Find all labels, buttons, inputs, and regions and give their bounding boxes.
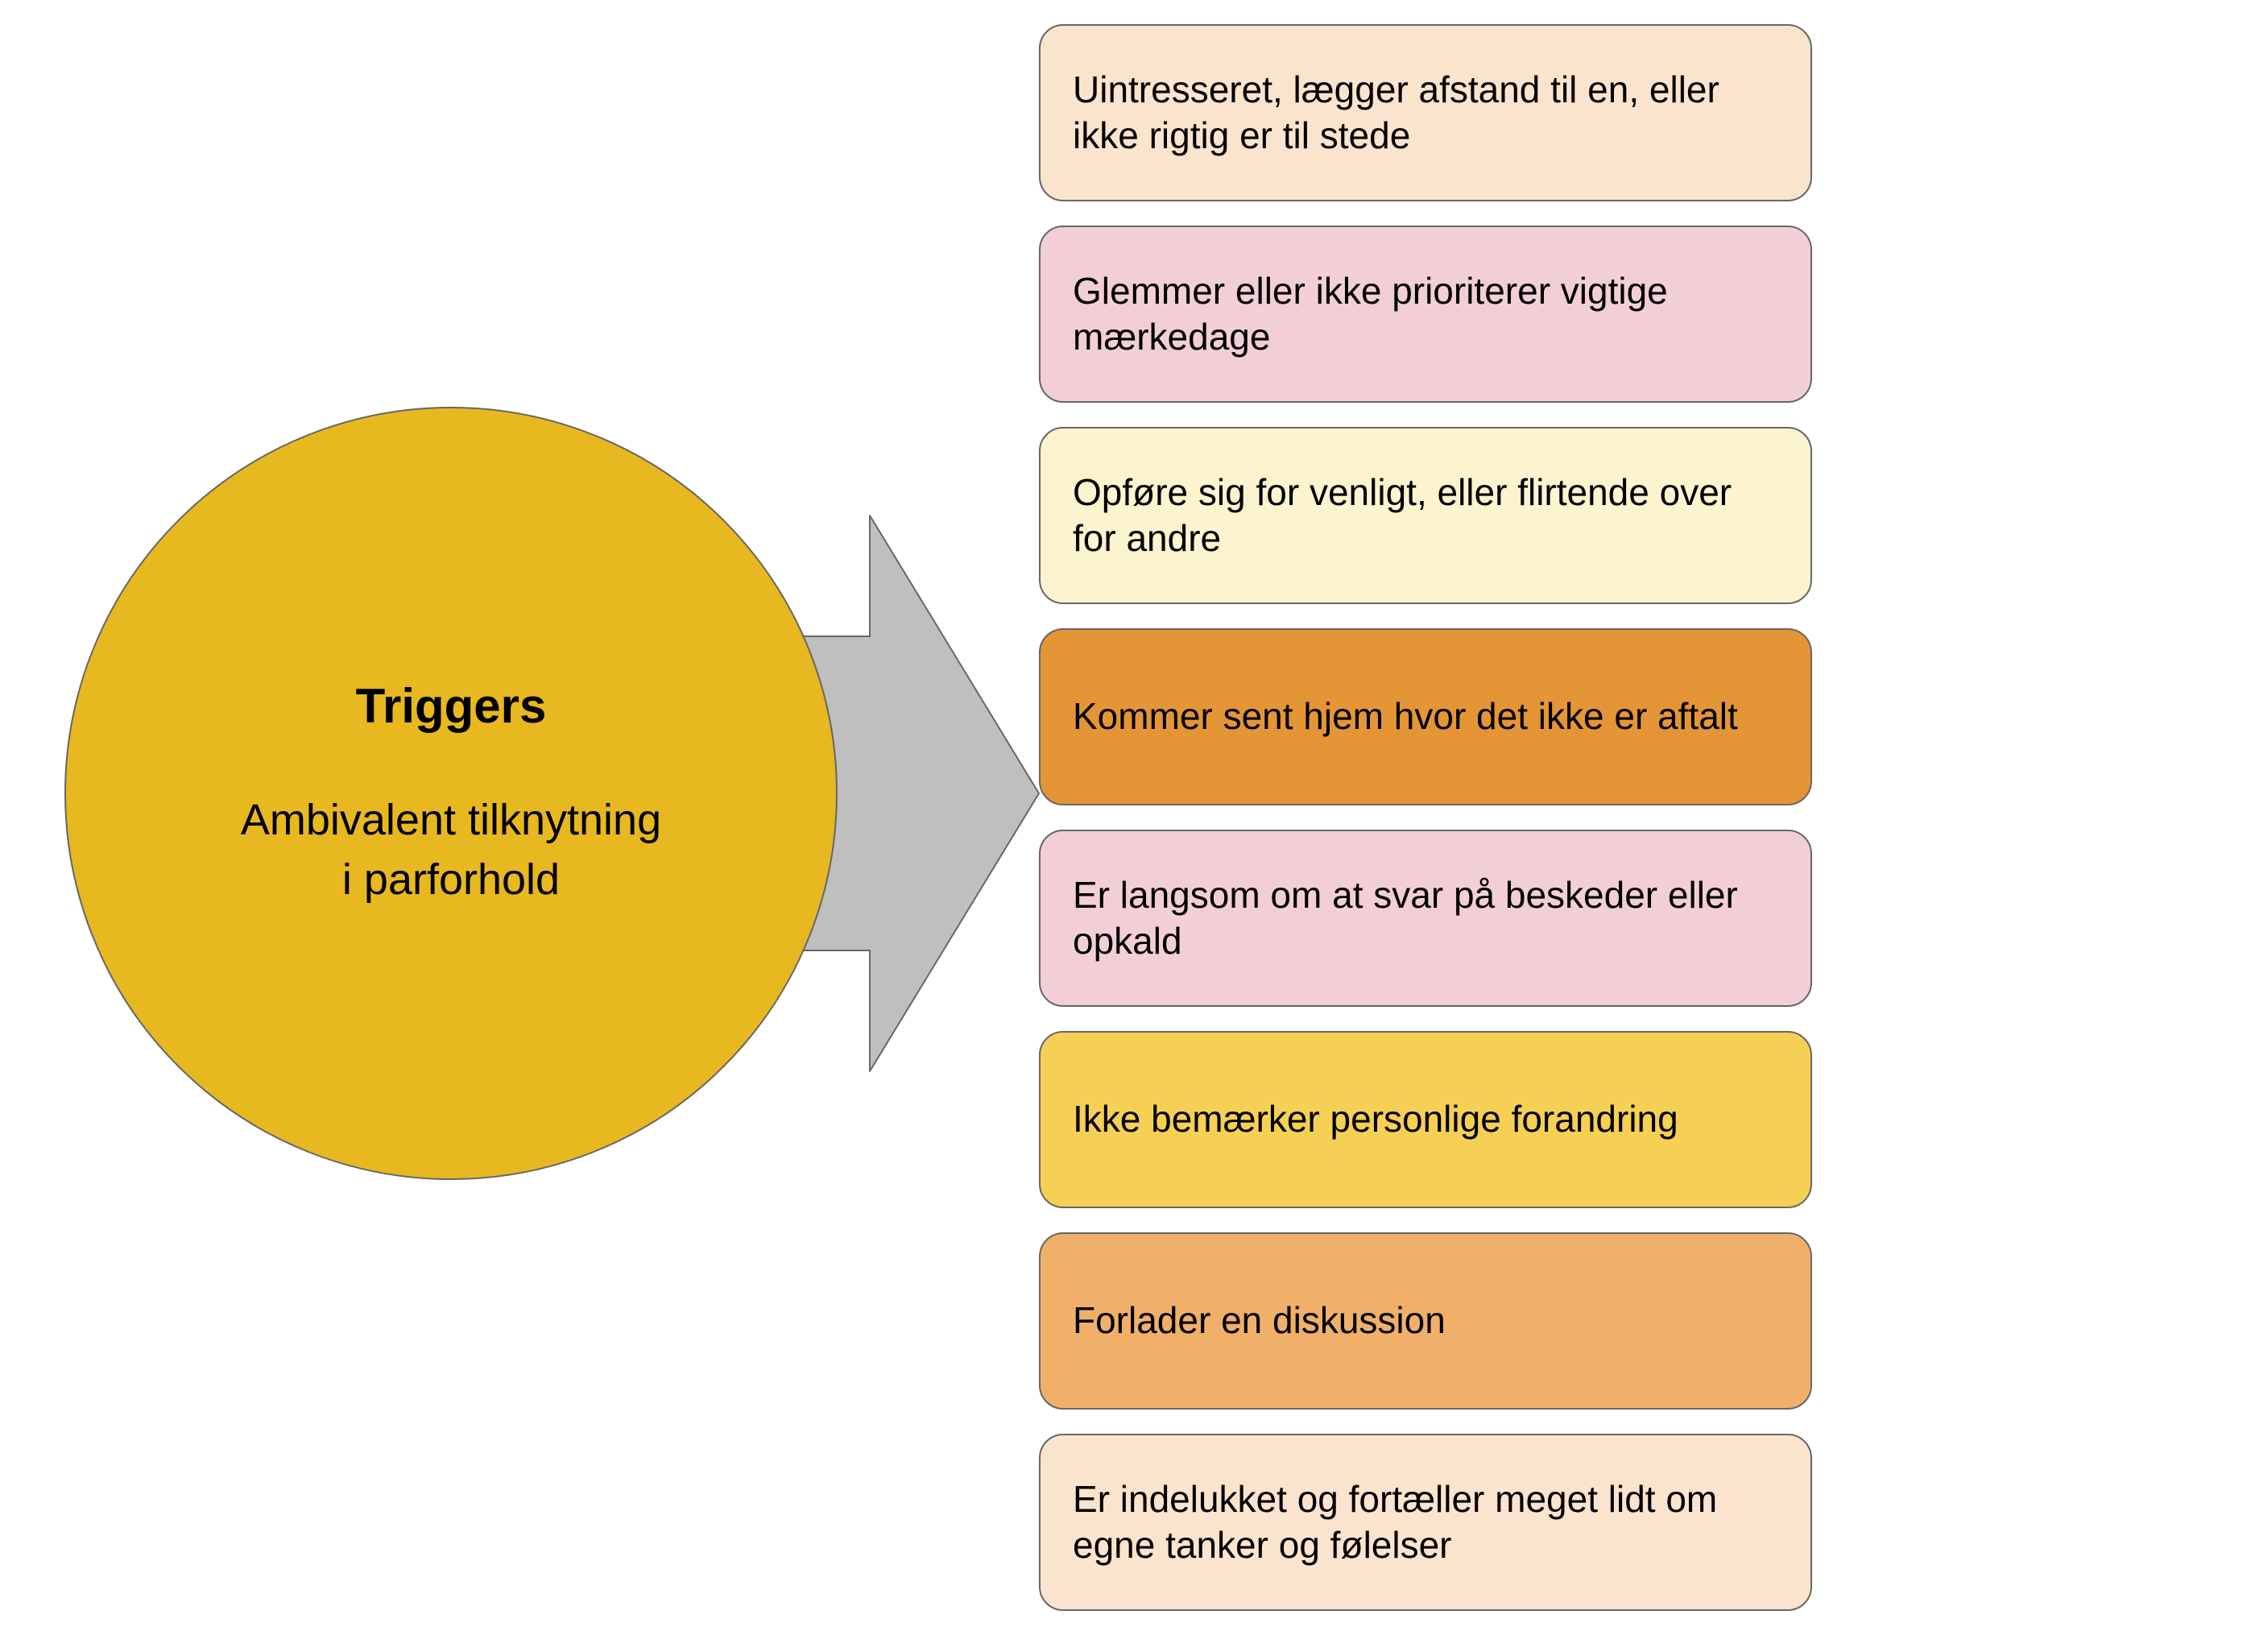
list-item-text: Er langsom om at svar på beskeder eller … <box>1073 872 1778 965</box>
circle-subtitle-line1: Ambivalent tilknytning <box>241 790 661 850</box>
list-item: Er indelukket og fortæller meget lidt om… <box>1039 1434 1812 1611</box>
trigger-list: Uintresseret, lægger afstand til en, ell… <box>1039 24 1812 1611</box>
list-item: Opføre sig for venligt, eller flirtende … <box>1039 427 1812 604</box>
circle-subtitle-line2: i parforhold <box>241 850 661 909</box>
list-item: Kommer sent hjem hvor det ikke er aftalt <box>1039 628 1812 805</box>
list-item: Glemmer eller ikke prioriterer vigtige m… <box>1039 226 1812 403</box>
list-item: Ikke bemærker personlige forandring <box>1039 1031 1812 1208</box>
list-item-text: Glemmer eller ikke prioriterer vigtige m… <box>1073 268 1778 361</box>
list-item: Uintresseret, lægger afstand til en, ell… <box>1039 24 1812 201</box>
list-item-text: Uintresseret, lægger afstand til en, ell… <box>1073 67 1778 159</box>
list-item-text: Ikke bemærker personlige forandring <box>1073 1096 1678 1143</box>
circle-title: Triggers <box>356 678 547 734</box>
circle-subtitle: Ambivalent tilknytning i parforhold <box>241 790 661 909</box>
list-item-text: Kommer sent hjem hvor det ikke er aftalt <box>1073 694 1738 740</box>
list-item-text: Er indelukket og fortæller meget lidt om… <box>1073 1476 1778 1569</box>
list-item: Forlader en diskussion <box>1039 1232 1812 1410</box>
list-item-text: Forlader en diskussion <box>1073 1298 1446 1344</box>
list-item: Er langsom om at svar på beskeder eller … <box>1039 830 1812 1007</box>
topic-circle: Triggers Ambivalent tilknytning i parfor… <box>64 407 838 1180</box>
list-item-text: Opføre sig for venligt, eller flirtende … <box>1073 470 1778 562</box>
